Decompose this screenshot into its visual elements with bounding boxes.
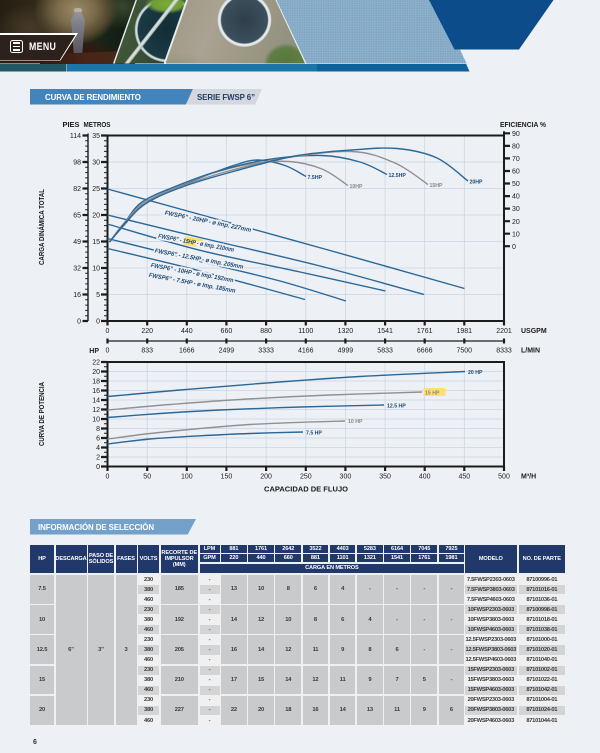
svg-text:40: 40 bbox=[512, 194, 520, 201]
svg-text:1981: 1981 bbox=[457, 328, 473, 335]
svg-text:65: 65 bbox=[73, 213, 81, 220]
svg-text:1761: 1761 bbox=[417, 328, 433, 335]
svg-text:5: 5 bbox=[96, 292, 100, 299]
svg-text:12.5 HP: 12.5 HP bbox=[387, 404, 406, 410]
svg-text:2: 2 bbox=[96, 455, 100, 462]
svg-text:0: 0 bbox=[96, 464, 100, 471]
svg-text:0: 0 bbox=[106, 328, 110, 335]
svg-text:350: 350 bbox=[379, 474, 391, 481]
svg-text:7.5 HP: 7.5 HP bbox=[306, 431, 322, 437]
svg-text:15: 15 bbox=[92, 239, 100, 246]
svg-text:1666: 1666 bbox=[179, 348, 195, 355]
svg-text:10HP: 10HP bbox=[350, 184, 364, 190]
svg-text:440: 440 bbox=[181, 328, 193, 335]
svg-text:HP: HP bbox=[89, 348, 99, 355]
svg-text:500: 500 bbox=[498, 474, 510, 481]
svg-text:98: 98 bbox=[73, 160, 81, 167]
svg-text:50: 50 bbox=[512, 181, 520, 188]
svg-text:1541: 1541 bbox=[377, 328, 393, 335]
svg-text:82: 82 bbox=[73, 186, 81, 193]
svg-text:8: 8 bbox=[96, 426, 100, 433]
svg-text:25: 25 bbox=[92, 186, 100, 193]
svg-text:30: 30 bbox=[92, 160, 100, 167]
svg-text:6666: 6666 bbox=[417, 348, 433, 355]
svg-text:0: 0 bbox=[77, 319, 81, 326]
svg-text:CARGA DINÁMICA TOTAL: CARGA DINÁMICA TOTAL bbox=[37, 189, 46, 265]
svg-text:32: 32 bbox=[73, 266, 81, 273]
svg-text:90: 90 bbox=[512, 131, 520, 138]
svg-text:FWSP6” - 20HP - ø Imp. 227mm: FWSP6” - 20HP - ø Imp. 227mm bbox=[164, 210, 252, 234]
svg-text:14: 14 bbox=[92, 398, 100, 405]
svg-text:660: 660 bbox=[221, 328, 233, 335]
svg-text:20HP: 20HP bbox=[470, 180, 484, 186]
svg-text:1100: 1100 bbox=[298, 328, 313, 335]
svg-text:6: 6 bbox=[96, 436, 100, 443]
svg-text:10 HP: 10 HP bbox=[348, 419, 363, 425]
svg-text:10: 10 bbox=[92, 266, 100, 273]
svg-text:80: 80 bbox=[512, 144, 520, 151]
svg-text:70: 70 bbox=[512, 156, 520, 163]
svg-text:30: 30 bbox=[512, 206, 520, 213]
svg-text:12: 12 bbox=[92, 407, 100, 414]
svg-text:250: 250 bbox=[300, 474, 312, 481]
svg-text:CURVA DE POTENCIA: CURVA DE POTENCIA bbox=[37, 382, 46, 446]
svg-text:12.5HP: 12.5HP bbox=[389, 173, 407, 179]
svg-text:20: 20 bbox=[512, 219, 520, 226]
svg-text:450: 450 bbox=[458, 474, 470, 481]
svg-text:20: 20 bbox=[92, 213, 100, 220]
svg-text:10: 10 bbox=[512, 231, 520, 238]
svg-text:4: 4 bbox=[96, 445, 100, 452]
svg-text:3333: 3333 bbox=[258, 348, 274, 355]
svg-text:300: 300 bbox=[340, 474, 352, 481]
svg-text:20 HP: 20 HP bbox=[468, 370, 483, 376]
svg-text:L/MIN: L/MIN bbox=[521, 348, 540, 355]
svg-text:8333: 8333 bbox=[496, 348, 512, 355]
svg-text:114: 114 bbox=[70, 133, 81, 140]
svg-text:400: 400 bbox=[419, 474, 431, 481]
svg-text:0: 0 bbox=[512, 244, 516, 251]
svg-text:0: 0 bbox=[96, 319, 100, 326]
svg-text:16: 16 bbox=[73, 292, 81, 299]
svg-text:100: 100 bbox=[181, 474, 193, 481]
svg-text:16: 16 bbox=[92, 388, 100, 395]
svg-text:7.5HP: 7.5HP bbox=[308, 175, 323, 181]
svg-text:15 HP: 15 HP bbox=[425, 391, 440, 397]
svg-text:5833: 5833 bbox=[377, 348, 393, 355]
svg-text:USGPM: USGPM bbox=[521, 328, 547, 335]
svg-text:M³/H: M³/H bbox=[521, 474, 536, 481]
svg-text:49: 49 bbox=[73, 239, 81, 246]
svg-text:2201: 2201 bbox=[496, 328, 512, 335]
svg-text:150: 150 bbox=[221, 474, 233, 481]
svg-text:200: 200 bbox=[260, 474, 272, 481]
svg-text:10: 10 bbox=[92, 417, 100, 424]
svg-text:1320: 1320 bbox=[338, 328, 354, 335]
svg-text:60: 60 bbox=[512, 169, 520, 176]
svg-text:PIES: PIES bbox=[62, 120, 79, 129]
svg-text:220: 220 bbox=[141, 328, 153, 335]
svg-text:2499: 2499 bbox=[219, 348, 235, 355]
svg-text:7500: 7500 bbox=[457, 348, 473, 355]
svg-text:4166: 4166 bbox=[298, 348, 314, 355]
svg-text:18: 18 bbox=[92, 379, 100, 386]
svg-text:CAPACIDAD DE FLUJO: CAPACIDAD DE FLUJO bbox=[264, 485, 348, 494]
svg-text:4999: 4999 bbox=[338, 348, 354, 355]
svg-text:METROS: METROS bbox=[84, 120, 111, 129]
svg-text:50: 50 bbox=[143, 474, 151, 481]
svg-text:0: 0 bbox=[106, 348, 110, 355]
svg-text:833: 833 bbox=[141, 348, 153, 355]
svg-text:35: 35 bbox=[92, 133, 100, 140]
svg-text:20: 20 bbox=[92, 369, 100, 376]
svg-text:880: 880 bbox=[260, 328, 272, 335]
svg-text:22: 22 bbox=[92, 360, 100, 367]
svg-text:EFICIENCIA %: EFICIENCIA % bbox=[500, 120, 546, 129]
svg-text:0: 0 bbox=[106, 474, 110, 481]
svg-text:15HP: 15HP bbox=[430, 183, 444, 189]
